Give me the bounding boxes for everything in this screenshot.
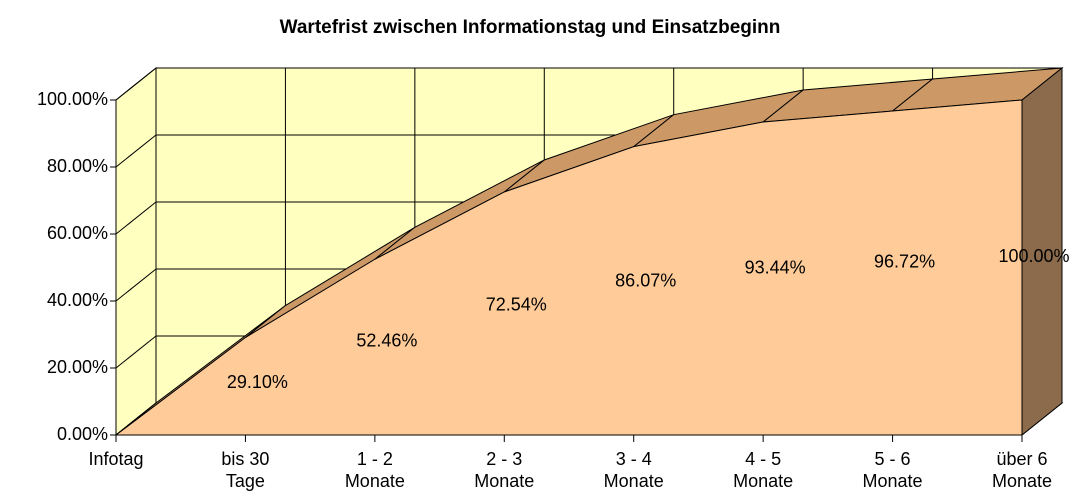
x-tick-label: 5 - 6 Monate xyxy=(862,449,923,491)
value-label: 93.44% xyxy=(745,257,806,277)
x-tick-label: 4 - 5 Monate xyxy=(733,449,794,491)
y-tick-label: 40.00% xyxy=(47,290,108,310)
x-tick-label: Infotag xyxy=(88,449,144,469)
area xyxy=(114,99,1023,436)
x-tick-label: über 6 Monate xyxy=(991,449,1053,491)
y-tick-label: 20.00% xyxy=(47,357,108,377)
x-tick-label: 1 - 2 Monate xyxy=(344,449,405,491)
value-label: 72.54% xyxy=(486,295,547,315)
grid-line xyxy=(115,201,157,235)
x-tick-label: bis 30 Tage xyxy=(221,449,270,491)
x-tick-label: 2 - 3 Monate xyxy=(474,449,535,491)
value-label: 29.10% xyxy=(227,372,288,392)
value-label: 96.72% xyxy=(874,252,935,272)
y-tick-label: 80.00% xyxy=(47,156,108,176)
y-tick-label: 60.00% xyxy=(47,223,108,243)
chart-title: Wartefrist zwischen Informationstag und … xyxy=(280,17,781,38)
grid-line xyxy=(115,67,157,101)
x-tick-label: 3 - 4 Monate xyxy=(603,449,664,491)
y-tick-label: 100.00% xyxy=(37,89,108,109)
grid-line xyxy=(115,268,157,302)
grid-line xyxy=(115,134,157,168)
value-label: 86.07% xyxy=(615,271,676,291)
value-label: 52.46% xyxy=(356,330,417,350)
side-wall xyxy=(115,66,157,437)
value-label: 100.00% xyxy=(998,246,1069,266)
y-tick-label: 0.00% xyxy=(57,424,108,444)
grid-line xyxy=(115,335,157,369)
